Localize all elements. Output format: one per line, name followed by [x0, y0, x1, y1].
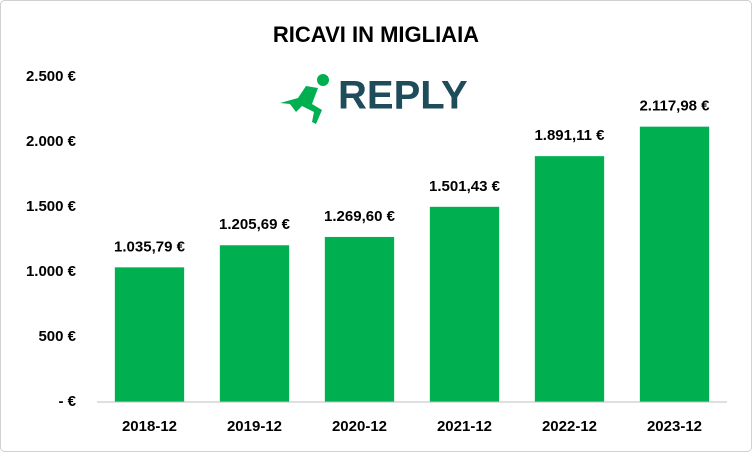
- data-label: 1.501,43 €: [429, 178, 501, 195]
- bar: [219, 245, 290, 402]
- bar: [324, 236, 395, 402]
- y-tick-label: 1.500 €: [26, 198, 77, 215]
- data-label: 1.891,11 €: [534, 127, 605, 144]
- x-tick-label: 2021-12: [437, 418, 492, 435]
- logo-text: REPLY: [338, 74, 468, 118]
- y-tick-label: 500 €: [38, 328, 76, 345]
- x-tick-label: 2018-12: [122, 418, 177, 435]
- bar: [429, 206, 500, 402]
- logo-icon: [280, 74, 329, 124]
- bar: [114, 267, 185, 402]
- data-label: 2.117,98 €: [639, 98, 710, 115]
- y-tick-label: - €: [58, 393, 76, 410]
- data-label: 1.035,79 €: [114, 238, 186, 255]
- y-tick-label: 1.000 €: [26, 263, 77, 280]
- data-label: 1.269,60 €: [324, 208, 396, 225]
- x-tick-label: 2020-12: [332, 418, 387, 435]
- x-tick-label: 2019-12: [227, 418, 282, 435]
- chart-title: RICAVI IN MIGLIAIA: [273, 22, 479, 47]
- y-tick-label: 2.000 €: [26, 133, 77, 150]
- y-tick-label: 2.500 €: [26, 68, 77, 85]
- bar: [639, 126, 710, 402]
- x-tick-label: 2023-12: [647, 418, 702, 435]
- x-tick-label: 2022-12: [542, 418, 597, 435]
- bar: [534, 156, 605, 402]
- data-label: 1.205,69 €: [219, 216, 291, 233]
